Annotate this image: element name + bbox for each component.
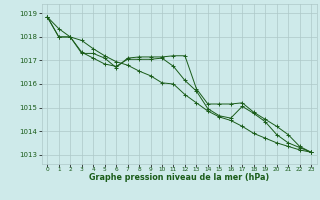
X-axis label: Graphe pression niveau de la mer (hPa): Graphe pression niveau de la mer (hPa) — [89, 173, 269, 182]
